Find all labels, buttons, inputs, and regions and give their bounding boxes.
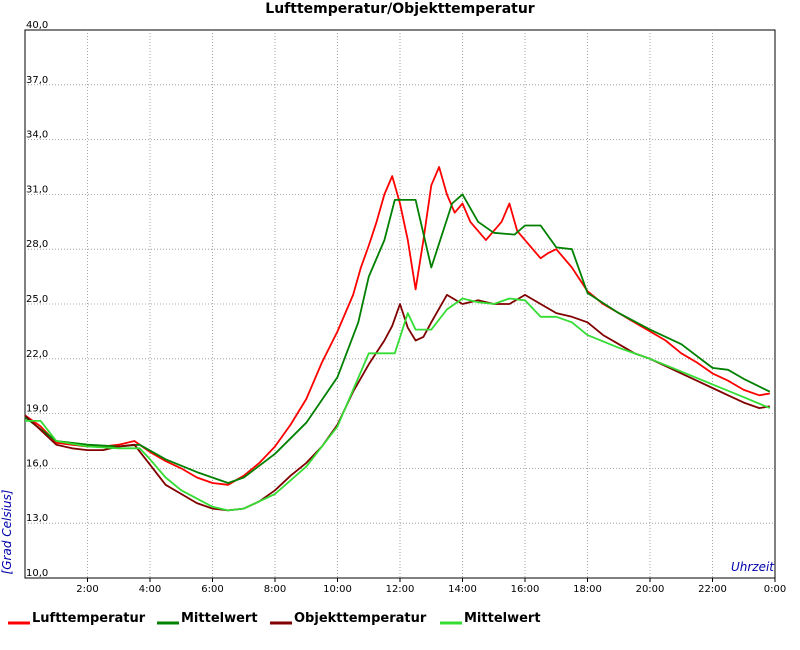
legend: Lufttemperatur Mittelwert Objekttemperatur… [8, 611, 541, 626]
y-axis-ticks: 40,0 37,0 34,0 31,0 28,0 25,0 22,0 19,0 16,0 13,0… [26, 20, 48, 579]
legend-label: Objekttemperatur [294, 611, 427, 626]
legend-item: Objekttemperatur [270, 611, 427, 626]
y-tick-label: 22,0 [26, 349, 48, 360]
y-tick-label: 28,0 [26, 239, 48, 250]
x-axis-ticks: 2:00 4:00 6:00 8:00 10:00 12:00 14:00 16:00 18:0… [76, 578, 786, 595]
series-line-2 [24, 193, 771, 484]
legend-item: Mittelwert [440, 611, 541, 626]
x-tick-label: 12:00 [386, 584, 415, 595]
y-tick-label: 13,0 [26, 513, 48, 524]
x-tick-label: 2:00 [76, 584, 98, 595]
x-tick-label: 6:00 [201, 584, 223, 595]
x-tick-label: 0:00 [764, 584, 786, 595]
x-tick-label: 18:00 [573, 584, 602, 595]
x-tick-label: 20:00 [636, 584, 665, 595]
series-lines [24, 166, 771, 512]
legend-label: Mittelwert [464, 611, 541, 626]
y-axis-label: [Grad Celsius] [0, 489, 14, 574]
legend-label: Lufttemperatur [32, 611, 146, 626]
y-tick-label: 19,0 [26, 404, 48, 415]
legend-item: Lufttemperatur [8, 611, 146, 626]
y-tick-label: 31,0 [26, 184, 48, 195]
x-axis-label: Uhrzeit [731, 560, 775, 574]
y-tick-label: 37,0 [26, 75, 48, 86]
y-tick-label: 16,0 [26, 458, 48, 469]
y-tick-label: 10,0 [26, 568, 48, 579]
series-line-4 [25, 297, 771, 512]
legend-item: Mittelwert [157, 611, 258, 626]
chart-title: Lufttemperatur/Objekttemperatur [265, 1, 535, 17]
legend-label: Mittelwert [181, 611, 258, 626]
x-tick-label: 14:00 [448, 584, 477, 595]
x-tick-label: 10:00 [323, 584, 352, 595]
y-tick-label: 40,0 [26, 20, 48, 31]
y-tick-label: 25,0 [26, 294, 48, 305]
x-tick-label: 4:00 [139, 584, 161, 595]
x-tick-label: 22:00 [698, 584, 727, 595]
x-tick-label: 8:00 [264, 584, 286, 595]
y-tick-label: 34,0 [26, 130, 48, 141]
x-tick-label: 16:00 [511, 584, 540, 595]
